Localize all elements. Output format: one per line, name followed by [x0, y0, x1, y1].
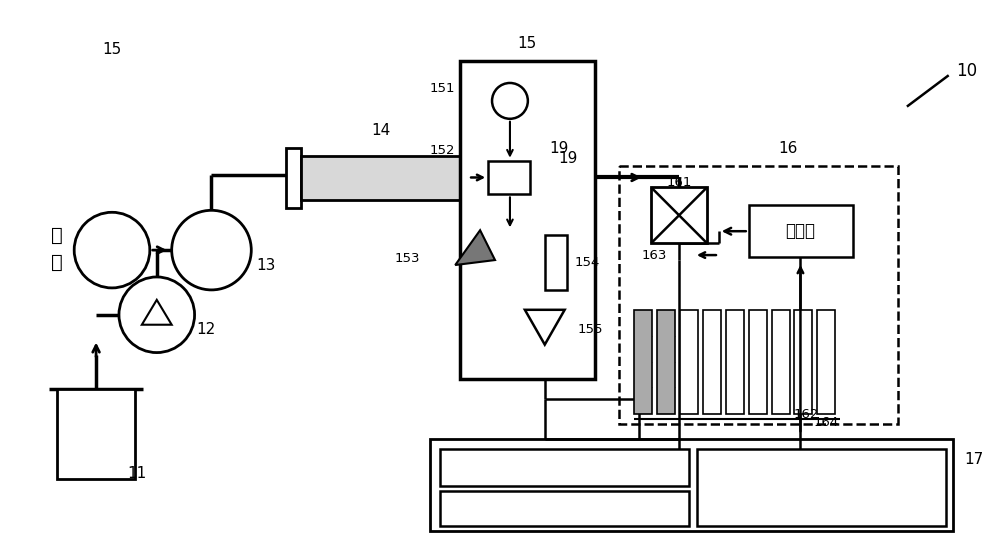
Text: 19: 19 — [550, 141, 569, 156]
Text: 151: 151 — [430, 82, 455, 95]
Bar — [651, 188, 707, 243]
Bar — [657, 310, 675, 414]
Bar — [57, 389, 135, 479]
Text: 152: 152 — [430, 144, 455, 157]
Circle shape — [492, 83, 528, 119]
Polygon shape — [455, 230, 495, 265]
Bar — [817, 310, 835, 414]
Text: 驱动部: 驱动部 — [785, 222, 815, 240]
Circle shape — [74, 212, 150, 288]
Bar — [619, 165, 898, 424]
Text: 19: 19 — [558, 151, 577, 166]
Text: 微分值判定部172: 微分值判定部172 — [526, 501, 603, 515]
Text: 163: 163 — [642, 249, 667, 262]
Text: 试: 试 — [51, 225, 63, 244]
Text: 154: 154 — [575, 255, 600, 268]
Text: 样: 样 — [51, 253, 63, 272]
Bar — [726, 310, 744, 414]
Text: 155: 155 — [578, 323, 603, 336]
Bar — [749, 205, 853, 257]
Bar — [301, 156, 490, 201]
Bar — [440, 491, 689, 526]
Bar — [545, 235, 567, 290]
Circle shape — [119, 277, 195, 353]
Bar — [440, 449, 689, 486]
Bar — [772, 310, 790, 414]
Bar — [460, 61, 595, 379]
Bar — [680, 310, 698, 414]
Text: 15: 15 — [517, 36, 536, 50]
Text: 17: 17 — [965, 451, 984, 467]
Bar — [634, 310, 652, 414]
Bar — [794, 310, 812, 414]
Text: 16: 16 — [779, 141, 798, 156]
Text: 162: 162 — [793, 408, 819, 421]
Text: 馏分收集器
控制部
173: 馏分收集器 控制部 173 — [799, 462, 844, 512]
Text: 164: 164 — [813, 416, 839, 429]
Polygon shape — [142, 300, 172, 325]
Text: 峰值区间判定部171: 峰值区间判定部171 — [522, 460, 607, 474]
Bar — [490, 147, 505, 208]
Bar — [430, 439, 953, 531]
Text: 13: 13 — [256, 257, 276, 273]
Text: 14: 14 — [371, 123, 390, 138]
Text: 12: 12 — [197, 322, 216, 337]
Bar — [703, 310, 721, 414]
Polygon shape — [525, 310, 565, 345]
Text: 153: 153 — [395, 251, 420, 264]
Bar — [749, 310, 767, 414]
Bar — [697, 449, 946, 526]
Bar — [286, 147, 301, 208]
Circle shape — [172, 210, 251, 290]
Text: 161: 161 — [666, 176, 692, 189]
Text: 11: 11 — [127, 467, 146, 481]
Text: 10: 10 — [956, 62, 977, 80]
Bar — [488, 160, 530, 195]
Text: 15: 15 — [102, 42, 122, 57]
